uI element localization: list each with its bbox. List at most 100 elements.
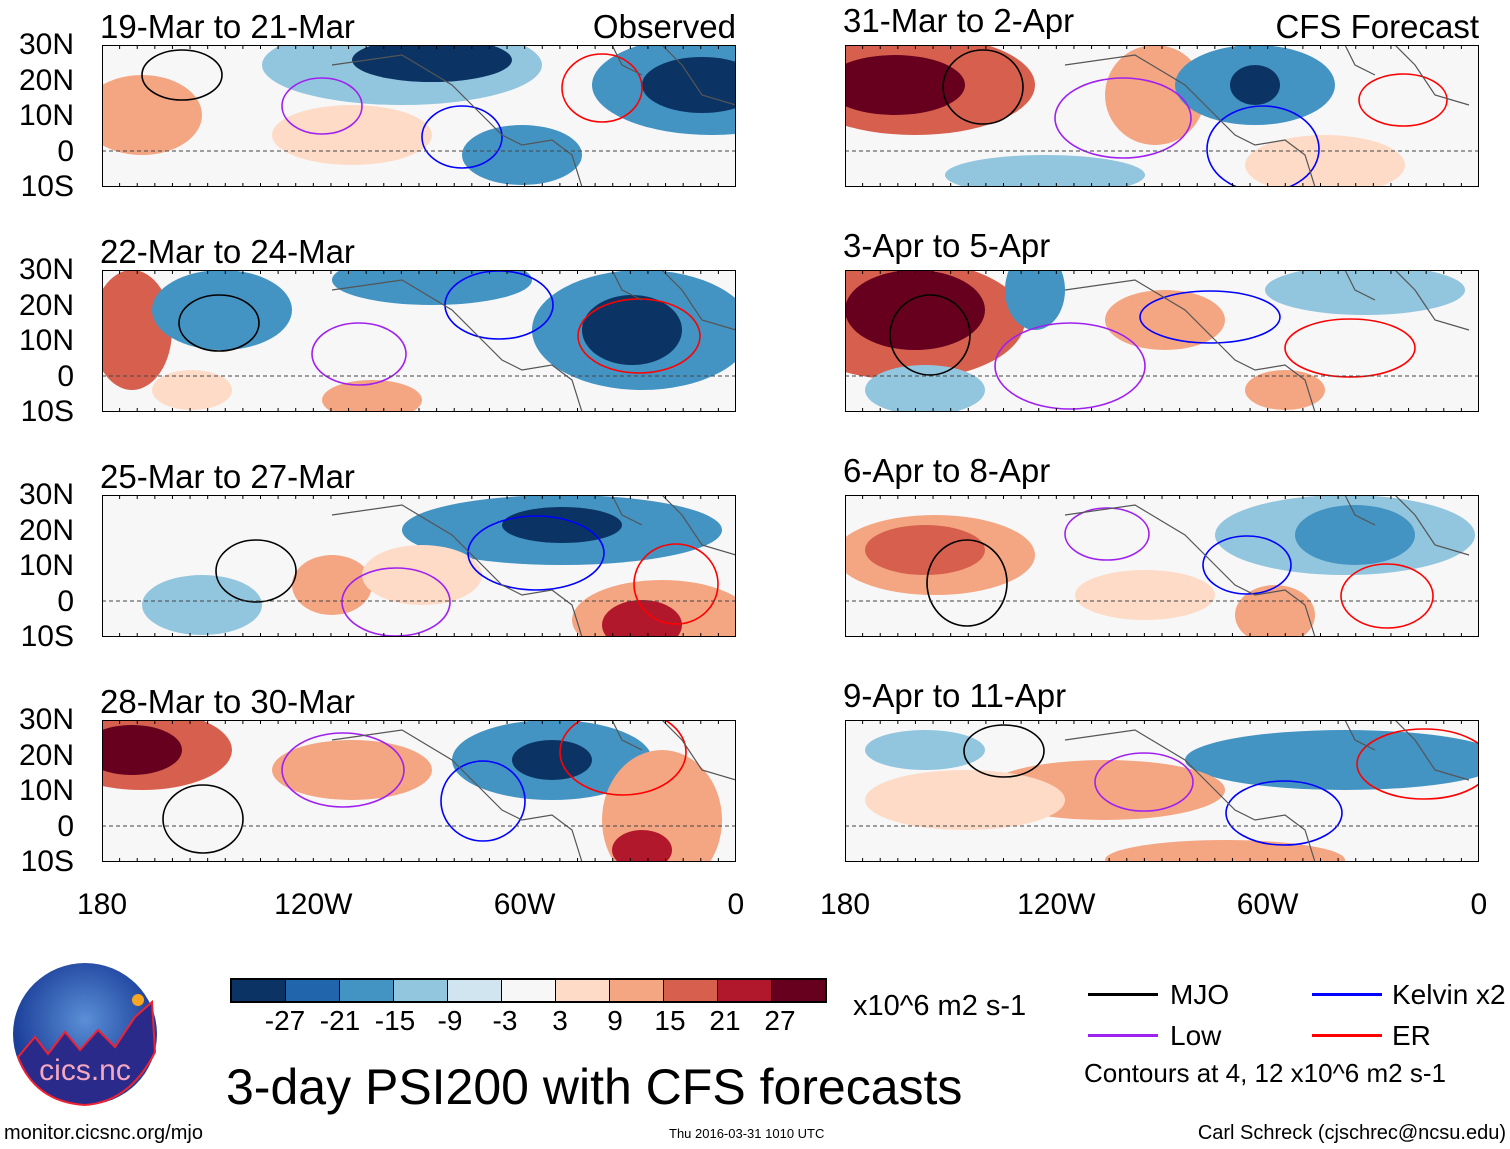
colorbar-swatch bbox=[556, 980, 610, 1001]
anomaly-shading bbox=[845, 270, 985, 350]
y-tick-label: 30N bbox=[18, 253, 74, 286]
colorbar-label: 3 bbox=[552, 1005, 568, 1036]
map-panel bbox=[102, 270, 736, 412]
anomaly-shading bbox=[142, 575, 262, 635]
panel-tag: CFS Forecast bbox=[1275, 8, 1479, 45]
anomaly-shading bbox=[845, 55, 965, 115]
footer-author: Carl Schreck (cjschrec@ncsu.edu) bbox=[1197, 1122, 1506, 1144]
low-line-icon bbox=[1088, 1034, 1158, 1037]
y-tick-label: 0 bbox=[57, 134, 74, 168]
anomaly-shading bbox=[152, 270, 292, 350]
contour-line bbox=[889, 294, 971, 376]
colorbar-label: 21 bbox=[709, 1005, 741, 1036]
y-tick-label: 0 bbox=[57, 584, 74, 618]
y-tick-label: 10S bbox=[20, 170, 74, 203]
anomaly-shading bbox=[1105, 45, 1205, 145]
colorbar-swatch bbox=[394, 980, 448, 1001]
map-panel bbox=[102, 45, 736, 187]
colorbar-units: x10^6 m2 s-1 bbox=[853, 990, 1027, 1022]
x-tick-label: 0 bbox=[1470, 888, 1488, 921]
panel-title: 31-Mar to 2-Apr bbox=[843, 2, 1075, 39]
y-tick-label: 10N bbox=[18, 549, 74, 582]
contour-line bbox=[281, 77, 363, 135]
anomaly-shading bbox=[642, 57, 736, 113]
anomaly-shading bbox=[865, 770, 1065, 830]
x-tick-label: 60W bbox=[493, 888, 556, 921]
anomaly-shading bbox=[1295, 505, 1415, 565]
contour-line bbox=[963, 724, 1045, 778]
x-tick-label: 120W bbox=[1017, 888, 1096, 921]
coastline bbox=[331, 720, 736, 862]
y-tick-label: 10S bbox=[20, 620, 74, 653]
contour-line bbox=[1225, 780, 1343, 846]
contour-line bbox=[162, 784, 244, 854]
footer-timestamp: Thu 2016-03-31 1010 UTC bbox=[669, 1126, 825, 1141]
y-tick-label: 10S bbox=[20, 395, 74, 428]
contour-line bbox=[1202, 535, 1292, 595]
map-panel bbox=[102, 495, 736, 637]
panel-tag: Observed bbox=[592, 8, 736, 45]
colorbar-swatch bbox=[610, 980, 664, 1001]
contour-line bbox=[467, 515, 605, 591]
x-tick-label: 120W bbox=[274, 888, 353, 921]
coastline bbox=[1064, 495, 1470, 637]
anomaly-shading bbox=[945, 155, 1145, 187]
contour-line bbox=[1094, 752, 1194, 812]
colorbar-swatch bbox=[502, 980, 556, 1001]
contour-line bbox=[561, 53, 643, 123]
y-tick-label: 20N bbox=[18, 513, 74, 547]
contour-line bbox=[311, 322, 407, 386]
anomaly-shading bbox=[292, 555, 372, 615]
colorbar-swatch bbox=[772, 980, 825, 1001]
map-panel bbox=[102, 720, 736, 862]
contour-note: Contours at 4, 12 x10^6 m2 s-1 bbox=[1084, 1058, 1446, 1088]
y-tick-label: 20N bbox=[18, 738, 74, 772]
y-tick-label: 30N bbox=[18, 703, 74, 736]
contour-line bbox=[1139, 290, 1281, 344]
colorbar-label: -27 bbox=[264, 1005, 306, 1036]
contour-line bbox=[1358, 73, 1448, 127]
contour-line bbox=[1064, 507, 1150, 561]
anomaly-shading bbox=[272, 105, 432, 165]
contour-line bbox=[994, 322, 1146, 410]
colorbar-label: -9 bbox=[437, 1005, 463, 1036]
contour-line bbox=[215, 539, 297, 603]
anomaly-shading bbox=[1230, 65, 1280, 105]
y-tick-label: 30N bbox=[18, 28, 74, 61]
anomaly-shading bbox=[1075, 570, 1215, 620]
footer-url[interactable]: monitor.cicsnc.org/mjo bbox=[4, 1122, 203, 1144]
y-tick-label: 30N bbox=[18, 478, 74, 511]
y-tick-label: 10N bbox=[18, 324, 74, 357]
colorbar-label: 9 bbox=[607, 1005, 623, 1036]
contour-line bbox=[942, 49, 1024, 125]
colorbar-swatch bbox=[232, 980, 286, 1001]
contour-line bbox=[1340, 563, 1434, 629]
y-tick-label: 0 bbox=[57, 359, 74, 393]
anomaly-shading bbox=[1105, 290, 1225, 350]
colorbar-swatch bbox=[664, 980, 718, 1001]
figure-title: 3-day PSI200 with CFS forecasts bbox=[226, 1059, 963, 1115]
x-tick-label: 60W bbox=[1236, 888, 1299, 921]
panel-title: 22-Mar to 24-Mar bbox=[100, 233, 355, 270]
legend-er: ER bbox=[1392, 1020, 1431, 1051]
x-tick-label: 180 bbox=[76, 888, 128, 921]
contour-line bbox=[141, 49, 223, 101]
contour-line bbox=[178, 294, 260, 352]
contour-line bbox=[1284, 318, 1416, 378]
legend-kelvin: Kelvin x2 bbox=[1392, 979, 1506, 1010]
coastline bbox=[1064, 270, 1470, 412]
contour-line bbox=[633, 543, 719, 625]
map-panel bbox=[845, 270, 1479, 412]
colorbar-label: -3 bbox=[492, 1005, 518, 1036]
coastline bbox=[331, 495, 736, 637]
cicsnc-logo: cics.nc bbox=[13, 963, 157, 1107]
colorbar-swatch bbox=[340, 980, 394, 1001]
y-tick-label: 0 bbox=[57, 809, 74, 843]
colorbar-label: 27 bbox=[764, 1005, 796, 1036]
colorbar-label: -15 bbox=[374, 1005, 416, 1036]
coastline bbox=[1064, 720, 1470, 862]
colorbar-label: 15 bbox=[654, 1005, 686, 1036]
contour-line bbox=[440, 760, 526, 842]
panel-title: 25-Mar to 27-Mar bbox=[100, 458, 355, 495]
